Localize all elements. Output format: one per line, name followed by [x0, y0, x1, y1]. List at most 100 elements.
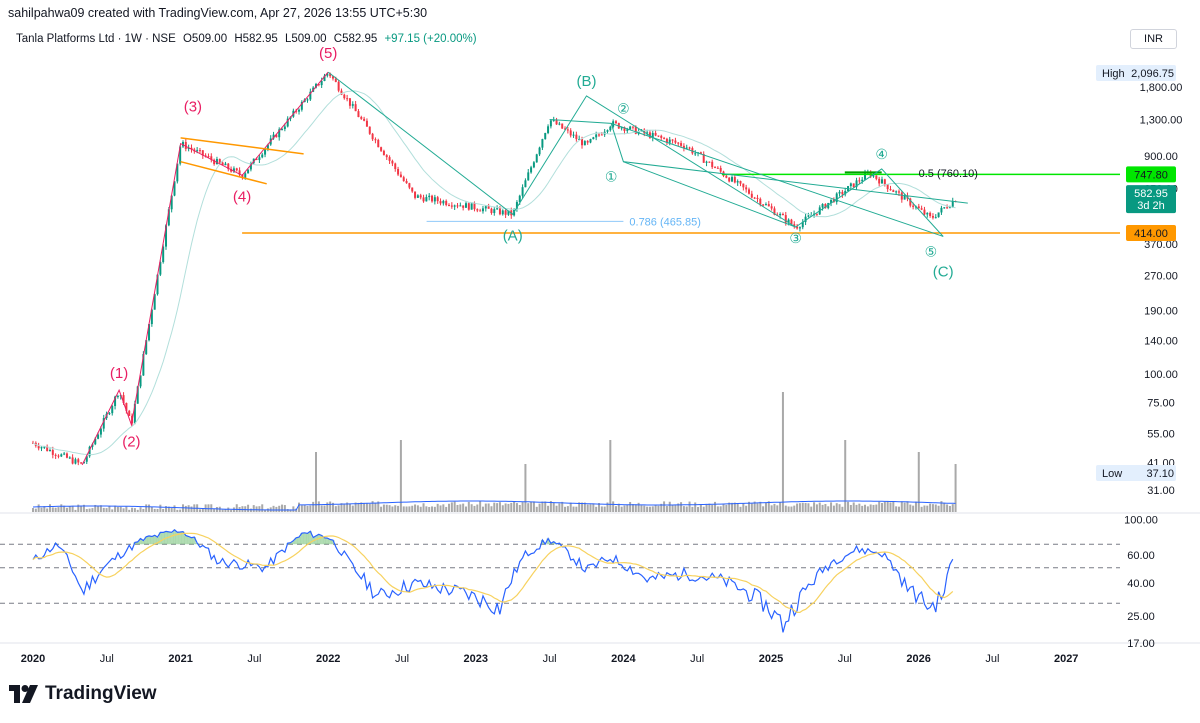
- candle-body: [77, 459, 80, 463]
- rsi-axis-tick-4: 17.00: [1127, 638, 1155, 650]
- volume-bar: [598, 503, 600, 512]
- candle-body: [473, 203, 476, 210]
- volume-bar: [128, 509, 131, 512]
- candle-body: [399, 174, 402, 178]
- price-axis-tick-6: 190.00: [1144, 305, 1178, 317]
- candle-body: [275, 134, 278, 138]
- volume-bar: [312, 501, 315, 512]
- wave-teal-major-label-0: (A): [503, 227, 523, 244]
- candle-body: [363, 118, 366, 121]
- volume-bar: [289, 509, 292, 512]
- volume-bar: [832, 505, 835, 512]
- candle-body: [385, 155, 388, 158]
- candle-body: [535, 154, 538, 163]
- candle-body: [552, 120, 555, 122]
- volume-bar: [105, 508, 108, 512]
- price-axis-tick-7: 140.00: [1144, 336, 1178, 348]
- volume-bar: [456, 504, 459, 512]
- candle-body: [159, 262, 162, 275]
- candle-body: [677, 142, 680, 144]
- candle-body: [538, 147, 541, 155]
- candle-body: [787, 219, 790, 223]
- wave-teal-minor-label-4: ④: [875, 146, 888, 162]
- candle-body: [99, 428, 102, 435]
- volume-bar: [581, 502, 584, 512]
- symbol-legend: Tanla Platforms Ltd · 1W · NSE O509.00 H…: [16, 33, 481, 45]
- candle-body: [348, 98, 351, 106]
- volume-bar: [827, 506, 830, 512]
- volume-bar: [167, 506, 170, 512]
- candle-body: [46, 446, 49, 452]
- volume-bar: [399, 440, 402, 512]
- volume-bar: [414, 504, 417, 512]
- candle-body: [40, 447, 43, 449]
- volume-bar: [340, 503, 343, 512]
- candle-body: [402, 177, 405, 182]
- candle-body: [238, 170, 241, 175]
- candle-body: [917, 206, 920, 209]
- candle-body: [360, 117, 363, 119]
- volume-bar: [897, 506, 900, 512]
- volume-bar: [600, 506, 603, 512]
- volume-bar: [481, 506, 484, 512]
- volume-bar: [428, 506, 431, 512]
- time-axis-tick-14: 2027: [1054, 653, 1078, 665]
- candle-body: [569, 130, 572, 136]
- tag-green-level: 747.80: [1126, 166, 1176, 183]
- currency-button[interactable]: INR: [1130, 29, 1177, 49]
- volume-bar: [951, 504, 954, 512]
- volume-bar: [776, 505, 779, 512]
- volume-bar: [912, 505, 915, 512]
- candle-body: [544, 133, 547, 140]
- volume-bar: [719, 506, 722, 512]
- volume-bar: [487, 503, 490, 512]
- candle-body: [830, 199, 833, 203]
- candle-body: [708, 161, 711, 163]
- candle-body: [467, 203, 470, 210]
- volume-bar: [388, 505, 391, 512]
- volume-bar: [51, 507, 54, 512]
- volume-bar: [275, 506, 278, 512]
- candle-body: [320, 81, 323, 86]
- candle-body: [646, 132, 649, 134]
- candle-body: [912, 205, 915, 207]
- volume-bar: [714, 501, 717, 512]
- candle-body: [541, 139, 544, 148]
- volume-bar: [99, 505, 102, 512]
- candle-body: [634, 126, 637, 134]
- candle-body: [346, 98, 349, 100]
- volume-bar: [940, 501, 943, 512]
- candle-body: [448, 204, 451, 206]
- candle-body: [663, 137, 666, 139]
- candle-body: [281, 129, 284, 131]
- volume-bar: [654, 505, 657, 512]
- candle-body: [456, 205, 459, 207]
- triangle-lower-line: [180, 160, 267, 185]
- volume-bar: [385, 504, 388, 512]
- volume-bar: [371, 501, 374, 512]
- volume-bar: [43, 506, 46, 512]
- candle-body: [445, 200, 448, 205]
- volume-bar: [793, 505, 796, 512]
- volume-bar: [150, 506, 153, 512]
- candle-body: [391, 160, 394, 164]
- candle-body: [419, 195, 422, 198]
- tradingview-logo[interactable]: TradingView: [9, 683, 157, 705]
- tag-orange-level-bg: [1126, 225, 1176, 242]
- volume-bar: [784, 505, 787, 512]
- candle-body: [779, 213, 782, 216]
- volume-bar: [688, 501, 691, 512]
- fib-0786-label: 0.786 (465.85): [629, 216, 701, 228]
- volume-bar: [145, 504, 148, 512]
- candle-body: [547, 126, 550, 134]
- volume-bar: [875, 504, 878, 512]
- volume-bar: [198, 509, 201, 512]
- rsi-axis-tick-2: 40.00: [1127, 578, 1155, 590]
- volume-bar: [731, 502, 734, 512]
- volume-bar: [94, 504, 97, 512]
- candle-body: [943, 207, 946, 209]
- volume-bar: [640, 505, 643, 512]
- volume-bar: [708, 503, 711, 512]
- volume-bar: [119, 506, 122, 512]
